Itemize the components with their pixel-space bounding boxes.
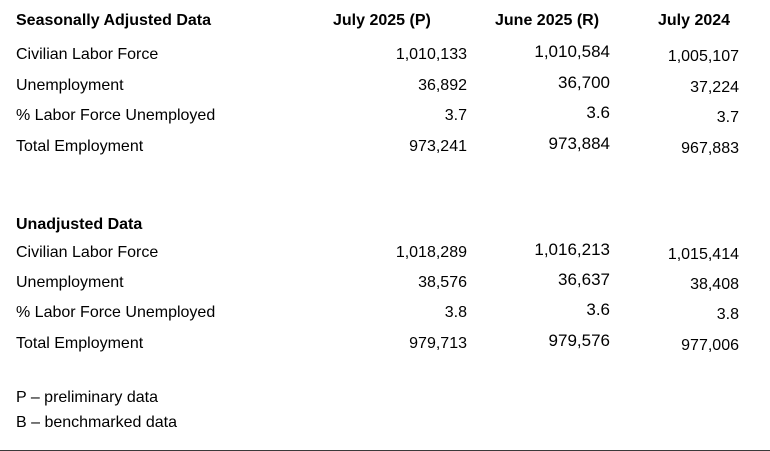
row-label-unemployment: Unemployment <box>16 77 124 94</box>
value-cell: 967,883 <box>681 140 739 157</box>
table-row: % Labor Force Unemployed 3.7 3.6 3.7 <box>0 103 770 126</box>
column-header-july-2024: July 2024 <box>658 12 731 29</box>
table-row: Total Employment 979,713 979,576 977,006 <box>0 331 770 354</box>
value-cell: 38,576 <box>418 274 467 291</box>
value-cell: 1,018,289 <box>395 244 467 261</box>
value-cell: 37,224 <box>690 79 739 96</box>
footnote-row: P – preliminary data <box>0 388 770 408</box>
table-section-header-row: Unadjusted Data <box>0 215 770 235</box>
row-label-unemployment: Unemployment <box>16 274 124 291</box>
value-cell: 1,010,584 <box>534 42 610 61</box>
value-cell: 1,010,133 <box>395 46 467 63</box>
value-cell: 979,576 <box>548 331 610 350</box>
value-cell: 3.7 <box>716 109 739 126</box>
footnote-benchmarked: B – benchmarked data <box>16 414 177 431</box>
footnote-row: B – benchmarked data <box>0 413 770 433</box>
row-label-civilian-labor-force: Civilian Labor Force <box>16 244 159 261</box>
section-title-seasonally-adjusted: Seasonally Adjusted Data <box>16 12 212 29</box>
value-cell: 977,006 <box>681 337 739 354</box>
row-label-civilian-labor-force: Civilian Labor Force <box>16 46 159 63</box>
value-cell: 36,637 <box>558 270 610 289</box>
column-header-june-2025-r: June 2025 (R) <box>495 12 600 29</box>
value-cell: 1,005,107 <box>667 48 739 65</box>
row-label-pct-labor-force-unemployed: % Labor Force Unemployed <box>16 304 216 321</box>
table-row: Total Employment 973,241 973,884 967,883 <box>0 134 770 157</box>
row-label-total-employment: Total Employment <box>16 335 144 352</box>
column-header-july-2025-p: July 2025 (P) <box>333 12 431 29</box>
value-cell: 973,884 <box>548 134 610 153</box>
section-title-unadjusted: Unadjusted Data <box>16 216 143 233</box>
table-row: Unemployment 36,892 36,700 37,224 <box>0 73 770 96</box>
value-cell: 973,241 <box>409 138 467 155</box>
row-label-total-employment: Total Employment <box>16 138 144 155</box>
footnote-preliminary: P – preliminary data <box>16 389 158 406</box>
value-cell: 3.6 <box>586 300 610 319</box>
value-cell: 1,015,414 <box>667 246 739 263</box>
table-row: Unemployment 38,576 36,637 38,408 <box>0 270 770 293</box>
value-cell: 3.6 <box>586 103 610 122</box>
value-cell: 36,700 <box>558 73 610 92</box>
table-header-row: Seasonally Adjusted Data July 2025 (P) J… <box>0 11 770 31</box>
value-cell: 979,713 <box>409 335 467 352</box>
table-row: Civilian Labor Force 1,010,133 1,010,584… <box>0 42 770 65</box>
row-label-pct-labor-force-unemployed: % Labor Force Unemployed <box>16 107 216 124</box>
value-cell: 3.8 <box>444 304 467 321</box>
value-cell: 36,892 <box>418 77 467 94</box>
value-cell: 1,016,213 <box>534 240 610 259</box>
value-cell: 3.8 <box>716 306 739 323</box>
value-cell: 3.7 <box>444 107 467 124</box>
table-row: % Labor Force Unemployed 3.8 3.6 3.8 <box>0 300 770 323</box>
value-cell: 38,408 <box>690 276 739 293</box>
table-row: Civilian Labor Force 1,018,289 1,016,213… <box>0 240 770 263</box>
